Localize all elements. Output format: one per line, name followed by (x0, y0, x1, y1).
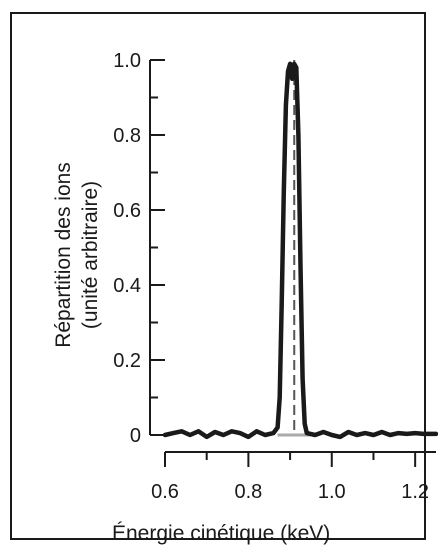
y-axis-title-line2: (unité arbitraire) (79, 181, 102, 329)
x-tick-label: 1.0 (318, 481, 346, 503)
series-line (162, 61, 438, 440)
x-tick-label: 0.6 (151, 481, 179, 503)
y-tick-label: 0.2 (113, 350, 141, 372)
y-tick-label: 0.4 (113, 275, 141, 297)
x-ticks: 0.6 0.8 1.0 1.2 (151, 452, 429, 503)
y-tick-label: 0 (130, 425, 141, 447)
x-axis-title: Énergie cinétique (keV) (112, 522, 330, 545)
y-axis-title-line1: Répartition des ions (52, 162, 75, 348)
plot-area (162, 60, 438, 440)
axes (149, 60, 436, 453)
y-tick-label: 0.6 (113, 200, 141, 222)
x-tick-label: 0.8 (234, 481, 262, 503)
x-tick-label: 1.2 (401, 481, 429, 503)
y-ticks: 0 0.2 0.4 0.6 0.8 1.0 (113, 50, 165, 447)
y-tick-label: 0.8 (113, 125, 141, 147)
y-tick-label: 1.0 (113, 50, 141, 72)
